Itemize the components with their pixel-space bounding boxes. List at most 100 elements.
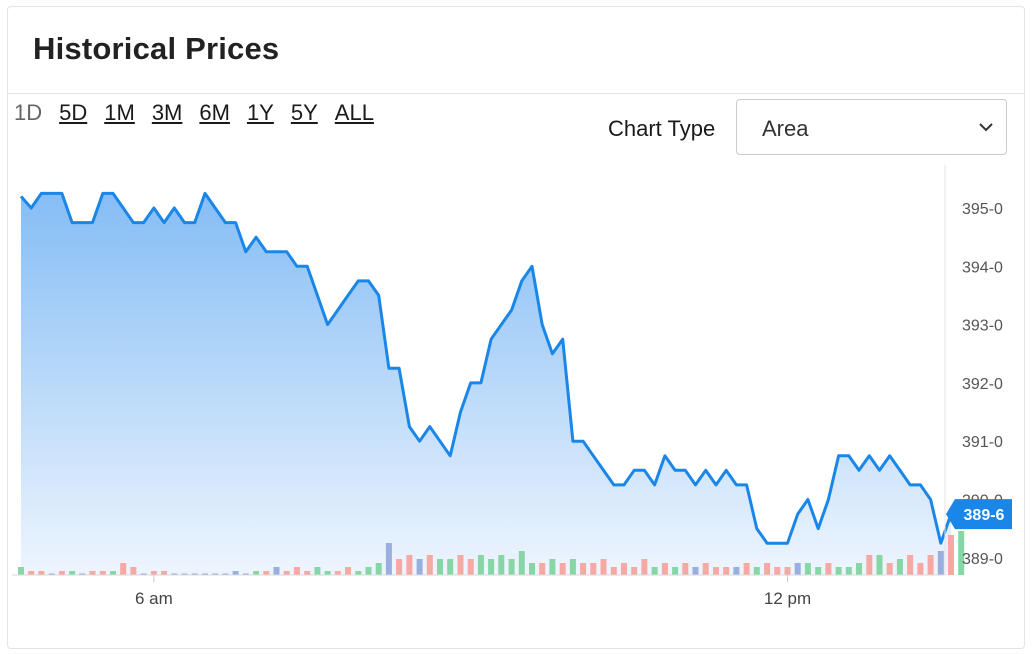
volume-bar <box>447 559 454 575</box>
area-layer <box>21 193 951 575</box>
y-tick-label: 392-0 <box>962 376 1003 393</box>
volume-bar <box>191 573 198 575</box>
volume-bar <box>212 573 219 575</box>
volume-bar <box>529 563 535 575</box>
x-axis-ticks: 6 am 12 pm <box>135 575 811 608</box>
volume-bar <box>222 573 229 575</box>
range-3m[interactable]: 3M <box>151 100 183 125</box>
range-all[interactable]: ALL <box>334 100 374 125</box>
volume-bar <box>794 563 801 575</box>
volume-bar <box>498 555 505 575</box>
volume-bar <box>753 567 760 575</box>
volume-bar <box>202 573 208 575</box>
volume-bar <box>385 543 392 575</box>
volume-bar <box>18 567 24 575</box>
y-tick-label: 395-0 <box>962 201 1003 218</box>
volume-bar <box>140 573 147 575</box>
range-1y[interactable]: 1Y <box>246 100 274 125</box>
volume-bar <box>345 567 351 575</box>
y-tick-label: 391-0 <box>962 434 1003 451</box>
volume-bar <box>713 567 719 575</box>
volume-bar <box>835 567 842 575</box>
volume-bar <box>764 563 771 575</box>
volume-bar <box>457 555 464 575</box>
volume-bar <box>845 567 852 575</box>
volume-bar <box>641 559 648 575</box>
volume-bar <box>58 571 65 575</box>
volume-bar <box>426 555 433 575</box>
volume-bar <box>631 567 638 575</box>
volume-bar <box>232 571 239 575</box>
y-tick-label: 393-0 <box>962 318 1003 335</box>
volume-bar <box>508 559 515 575</box>
volume-bar <box>242 573 249 575</box>
range-1m[interactable]: 1M <box>104 100 135 125</box>
volume-bar <box>896 559 903 575</box>
volume-bar <box>958 531 965 575</box>
volume-bar <box>937 551 944 575</box>
range-1d[interactable]: 1D <box>14 100 43 125</box>
last-price-badge: 389-6 <box>946 499 1012 530</box>
volume-bar <box>365 567 372 575</box>
volume-bar <box>437 559 443 575</box>
volume-bar <box>610 567 617 575</box>
y-tick-label: 389-0 <box>962 551 1003 568</box>
volume-bar <box>79 573 86 575</box>
volume-bar <box>876 555 883 575</box>
volume-bar <box>743 563 750 575</box>
volume-layer <box>18 531 965 575</box>
volume-bar <box>723 567 730 575</box>
volume-bar <box>702 563 709 575</box>
volume-bar <box>477 555 484 575</box>
range-5d[interactable]: 5D <box>59 100 88 125</box>
volume-bar <box>171 573 178 575</box>
volume-bar <box>314 567 321 575</box>
volume-bar <box>263 571 270 575</box>
range-6m[interactable]: 6M <box>199 100 230 125</box>
volume-bar <box>273 567 280 575</box>
volume-bar <box>917 563 924 575</box>
volume-bar <box>815 567 822 575</box>
volume-bar <box>569 559 576 575</box>
volume-bar <box>283 571 290 575</box>
x-tick-label: 6 am <box>135 589 173 608</box>
volume-bar <box>406 555 413 575</box>
volume-bar <box>590 563 597 575</box>
volume-bar <box>948 535 954 575</box>
price-area <box>21 193 951 575</box>
volume-bar <box>110 571 116 575</box>
chevron-down-icon <box>979 123 993 132</box>
volume-bar <box>293 567 300 575</box>
volume-bar <box>130 567 137 575</box>
range-5y[interactable]: 5Y <box>290 100 318 125</box>
volume-bar <box>559 563 566 575</box>
volume-bar <box>661 563 668 575</box>
volume-bar <box>539 563 546 575</box>
volume-bar <box>733 567 740 575</box>
volume-bar <box>375 563 382 575</box>
volume-bar <box>99 571 106 575</box>
chart-type-select[interactable]: Area <box>736 99 1007 155</box>
volume-bar <box>120 563 127 575</box>
volume-bar <box>907 555 914 575</box>
volume-bar <box>580 563 587 575</box>
volume-bar <box>324 571 331 575</box>
chart-type-label: Chart Type <box>608 116 716 141</box>
volume-bar <box>621 563 627 575</box>
volume-bar <box>784 567 791 575</box>
volume-bar <box>886 563 893 575</box>
card-header: Historical Prices <box>8 7 1024 94</box>
volume-bar <box>856 563 862 575</box>
volume-bar <box>804 563 811 575</box>
volume-bar <box>518 551 525 575</box>
volume-bar <box>334 571 341 575</box>
x-tick-label: 12 pm <box>764 589 811 608</box>
volume-bar <box>549 559 556 575</box>
volume-bar <box>488 559 495 575</box>
volume-bar <box>69 571 76 575</box>
volume-bar <box>48 573 55 575</box>
last-price-badge-shape <box>946 499 1012 530</box>
volume-bar <box>866 555 873 575</box>
